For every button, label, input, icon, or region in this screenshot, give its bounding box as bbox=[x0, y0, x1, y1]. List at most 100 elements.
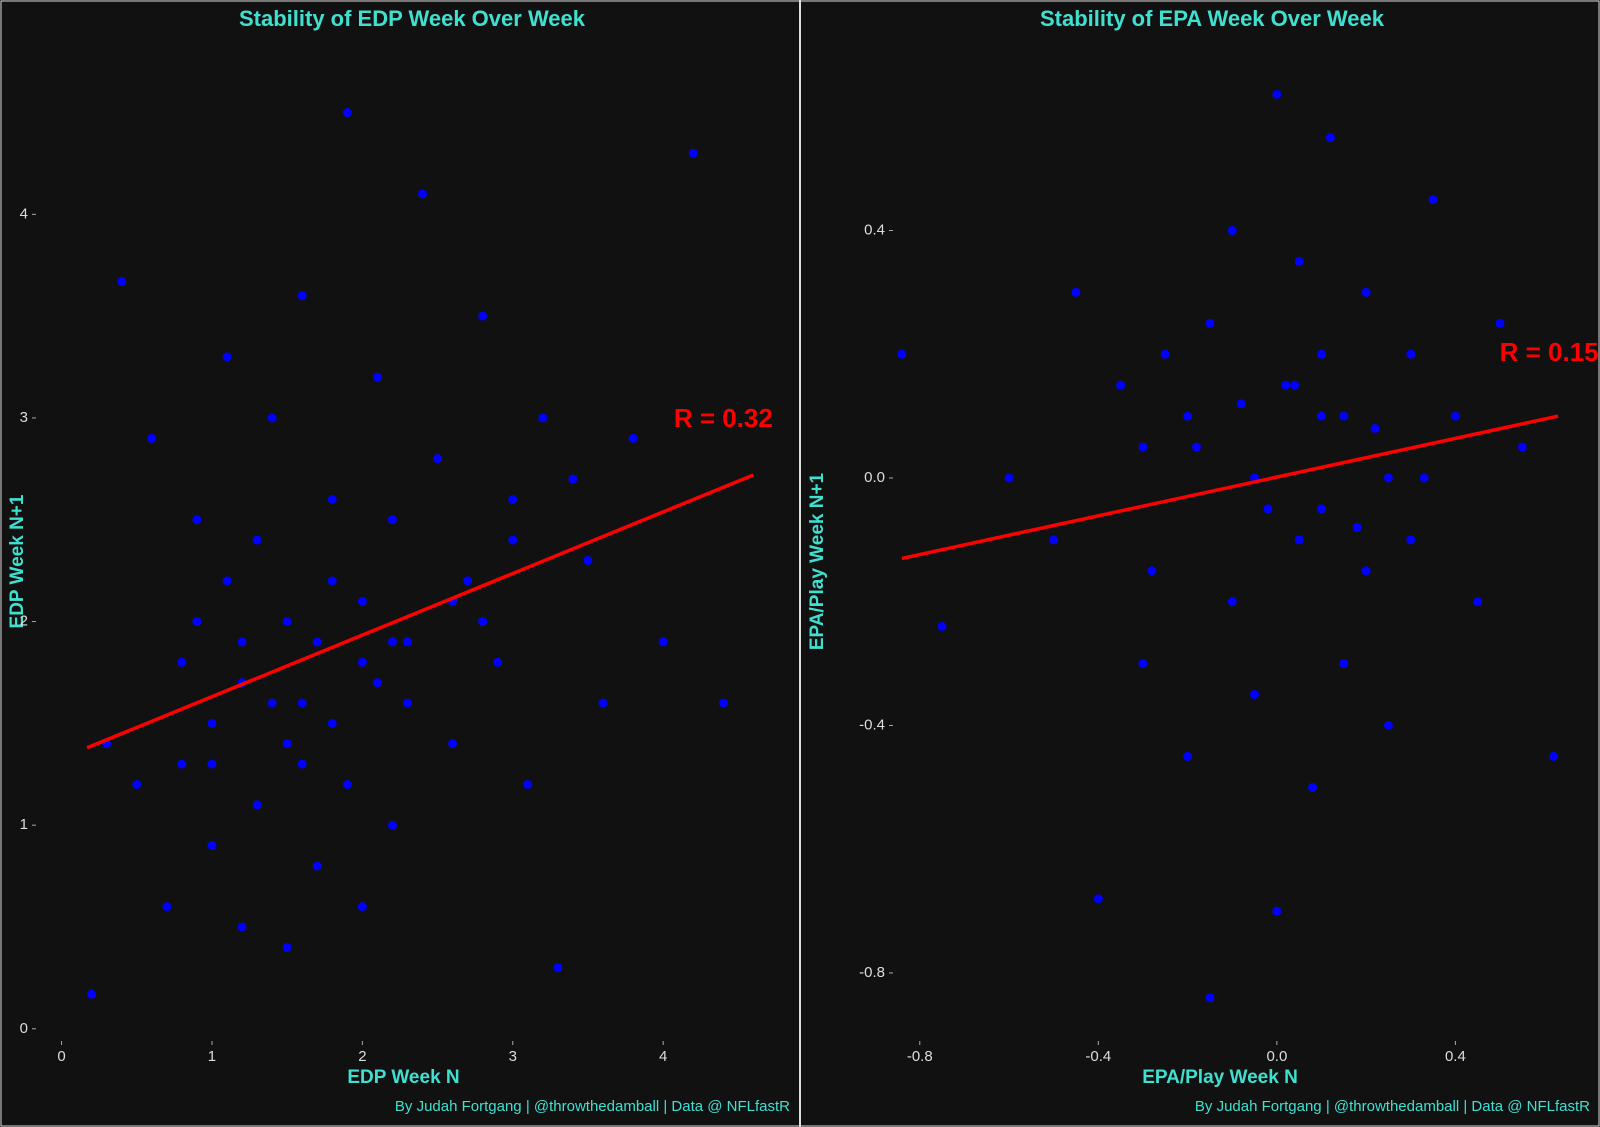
point bbox=[267, 413, 277, 423]
point bbox=[538, 413, 548, 423]
point bbox=[222, 576, 232, 586]
annotation: R = 0.15 bbox=[1500, 337, 1599, 367]
x-tick-label: 2 bbox=[358, 1048, 366, 1065]
point bbox=[177, 657, 187, 667]
point bbox=[222, 352, 232, 362]
point bbox=[342, 108, 352, 118]
x-tick-label: 0 bbox=[57, 1048, 65, 1065]
point bbox=[357, 596, 367, 606]
caption: By Judah Fortgang | @throwthedamball | D… bbox=[1195, 1098, 1590, 1115]
point bbox=[1339, 411, 1349, 421]
point bbox=[493, 657, 503, 667]
y-tick-label: 3 bbox=[20, 409, 28, 426]
point bbox=[402, 637, 412, 647]
point bbox=[237, 922, 247, 932]
y-tick-label: 0.4 bbox=[864, 221, 885, 238]
point bbox=[418, 189, 428, 199]
point bbox=[478, 311, 488, 321]
point bbox=[147, 433, 157, 443]
point bbox=[87, 989, 97, 999]
point bbox=[387, 820, 397, 830]
point bbox=[598, 698, 608, 708]
point bbox=[1383, 473, 1393, 483]
y-tick-label: -0.4 bbox=[859, 716, 885, 733]
point bbox=[1317, 349, 1327, 359]
point bbox=[628, 433, 638, 443]
point bbox=[1272, 89, 1282, 99]
x-tick-label: 1 bbox=[208, 1048, 216, 1065]
point bbox=[387, 637, 397, 647]
y-tick-label: 4 bbox=[20, 205, 28, 222]
point bbox=[1325, 133, 1335, 143]
point bbox=[207, 718, 217, 728]
point bbox=[1383, 720, 1393, 730]
point bbox=[553, 963, 563, 973]
point bbox=[1138, 659, 1148, 669]
point bbox=[1147, 566, 1157, 576]
point bbox=[327, 576, 337, 586]
fit-line bbox=[86, 473, 755, 750]
chart-title: Stability of EPA Week Over Week bbox=[1040, 6, 1385, 31]
point bbox=[192, 617, 202, 627]
point bbox=[1428, 195, 1438, 205]
x-axis-title: EDP Week N bbox=[347, 1067, 459, 1088]
point bbox=[297, 759, 307, 769]
point bbox=[372, 678, 382, 688]
point bbox=[162, 902, 172, 912]
y-tick-label: 0 bbox=[20, 1020, 28, 1037]
point bbox=[1183, 751, 1193, 761]
point bbox=[568, 474, 578, 484]
point bbox=[1138, 442, 1148, 452]
point bbox=[297, 698, 307, 708]
point bbox=[1093, 894, 1103, 904]
y-axis-title: EDP Week N+1 bbox=[7, 494, 28, 628]
point bbox=[1473, 597, 1483, 607]
point bbox=[357, 902, 367, 912]
point bbox=[463, 576, 473, 586]
point bbox=[267, 698, 277, 708]
point bbox=[237, 637, 247, 647]
point bbox=[1116, 380, 1126, 390]
point bbox=[132, 779, 142, 789]
point bbox=[1406, 535, 1416, 545]
point bbox=[1517, 442, 1527, 452]
point bbox=[252, 800, 262, 810]
point bbox=[1227, 225, 1237, 235]
x-axis-title: EPA/Play Week N bbox=[1142, 1067, 1298, 1088]
y-tick-label: 0.0 bbox=[864, 469, 885, 486]
point bbox=[523, 779, 533, 789]
point bbox=[192, 515, 202, 525]
y-tick-label: 1 bbox=[20, 816, 28, 833]
point bbox=[1406, 349, 1416, 359]
point bbox=[1004, 473, 1014, 483]
point bbox=[1361, 566, 1371, 576]
point bbox=[207, 841, 217, 851]
point bbox=[342, 779, 352, 789]
x-tick-label: 4 bbox=[659, 1048, 667, 1065]
point bbox=[1450, 411, 1460, 421]
point bbox=[1339, 659, 1349, 669]
x-tick-label: -0.4 bbox=[1085, 1048, 1111, 1065]
x-tick-label: 3 bbox=[509, 1048, 517, 1065]
point bbox=[1263, 504, 1273, 514]
chart-title: Stability of EDP Week Over Week bbox=[239, 6, 586, 31]
point bbox=[448, 739, 458, 749]
point bbox=[1317, 411, 1327, 421]
point bbox=[897, 349, 907, 359]
point bbox=[1352, 522, 1362, 532]
caption: By Judah Fortgang | @throwthedamball | D… bbox=[395, 1098, 790, 1115]
point bbox=[658, 637, 668, 647]
point bbox=[1549, 751, 1559, 761]
point bbox=[1236, 399, 1246, 409]
point bbox=[478, 617, 488, 627]
point bbox=[1281, 380, 1291, 390]
point bbox=[1419, 473, 1429, 483]
point bbox=[1160, 349, 1170, 359]
point bbox=[1227, 597, 1237, 607]
y-tick-label: -0.8 bbox=[859, 964, 885, 981]
point bbox=[583, 555, 593, 565]
point bbox=[387, 515, 397, 525]
point bbox=[1361, 287, 1371, 297]
point bbox=[1495, 318, 1505, 328]
